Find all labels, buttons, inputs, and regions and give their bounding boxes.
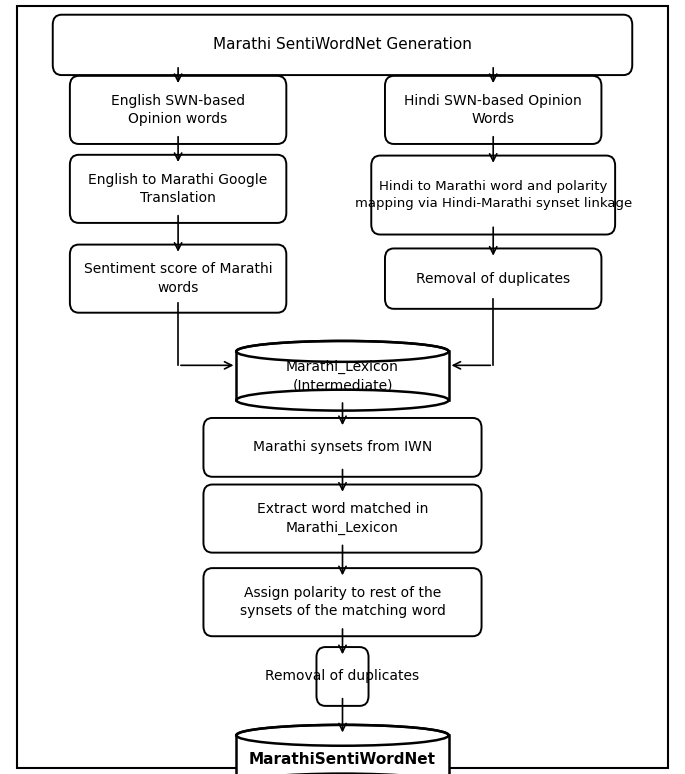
Text: Marathi synsets from IWN: Marathi synsets from IWN xyxy=(253,440,432,454)
Text: Removal of duplicates: Removal of duplicates xyxy=(265,670,419,683)
FancyBboxPatch shape xyxy=(70,155,286,223)
FancyBboxPatch shape xyxy=(53,15,632,75)
Text: Marathi SentiWordNet Generation: Marathi SentiWordNet Generation xyxy=(213,37,472,53)
FancyBboxPatch shape xyxy=(203,418,482,477)
Polygon shape xyxy=(236,351,449,400)
FancyBboxPatch shape xyxy=(316,647,369,706)
FancyBboxPatch shape xyxy=(203,485,482,553)
Ellipse shape xyxy=(236,341,449,362)
Text: Hindi SWN-based Opinion
Words: Hindi SWN-based Opinion Words xyxy=(404,94,582,126)
Polygon shape xyxy=(236,735,449,774)
FancyBboxPatch shape xyxy=(203,568,482,636)
FancyBboxPatch shape xyxy=(371,156,615,235)
Ellipse shape xyxy=(236,724,449,746)
FancyBboxPatch shape xyxy=(385,248,601,309)
Text: English to Marathi Google
Translation: English to Marathi Google Translation xyxy=(88,173,268,205)
FancyBboxPatch shape xyxy=(70,76,286,144)
Text: Hindi to Marathi word and polarity
mapping via Hindi-Marathi synset linkage: Hindi to Marathi word and polarity mappi… xyxy=(355,180,632,210)
Text: English SWN-based
Opinion words: English SWN-based Opinion words xyxy=(111,94,245,126)
Text: Extract word matched in
Marathi_Lexicon: Extract word matched in Marathi_Lexicon xyxy=(257,502,428,535)
Text: Sentiment score of Marathi
words: Sentiment score of Marathi words xyxy=(84,262,273,295)
Text: Marathi_Lexicon
(Intermediate): Marathi_Lexicon (Intermediate) xyxy=(286,359,399,392)
FancyBboxPatch shape xyxy=(70,245,286,313)
Text: MarathiSentiWordNet: MarathiSentiWordNet xyxy=(249,752,436,767)
Ellipse shape xyxy=(236,389,449,410)
FancyBboxPatch shape xyxy=(385,76,601,144)
FancyBboxPatch shape xyxy=(17,6,668,768)
Text: Assign polarity to rest of the
synsets of the matching word: Assign polarity to rest of the synsets o… xyxy=(240,586,445,618)
Text: Removal of duplicates: Removal of duplicates xyxy=(416,272,570,286)
